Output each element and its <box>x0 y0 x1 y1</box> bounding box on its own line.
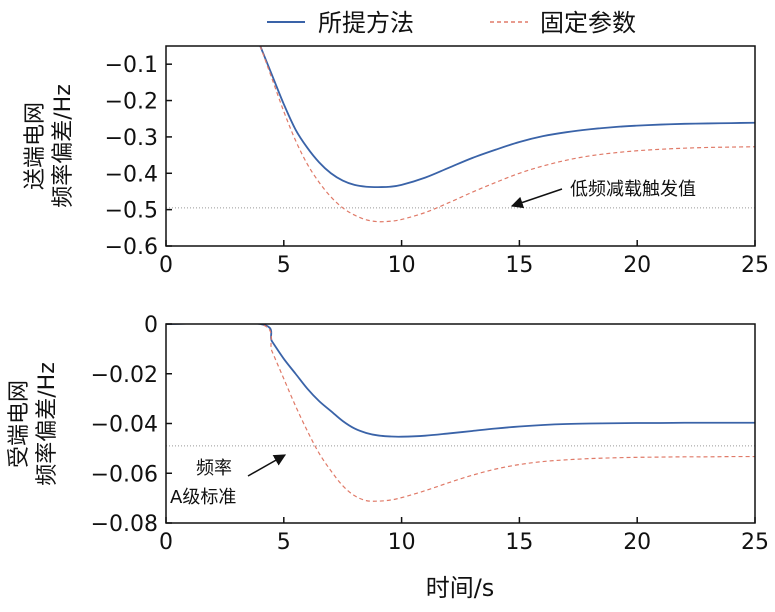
x-tick-label: 0 <box>159 253 173 278</box>
y-tick-label: −0.06 <box>91 462 158 487</box>
y-axis-label-line1: 受端电网 <box>7 380 32 468</box>
x-tick-label: 10 <box>388 530 416 555</box>
x-tick-label: 15 <box>505 530 533 555</box>
x-tick-label: 20 <box>623 253 651 278</box>
plot-frame <box>165 45 756 247</box>
y-tick-label: −0.08 <box>91 512 158 537</box>
series-line-proposed-method <box>259 46 755 188</box>
sending-end-chart: 0 5 10 15 20 25 −0.6 −0.5 −0.4 −0.3 −0.2 −0.1 送端电网… <box>23 45 769 278</box>
x-tick-label: 5 <box>277 253 291 278</box>
y-axis-label-line2: 频率偏差/Hz <box>51 84 76 208</box>
y-tick-label: −0.3 <box>105 126 158 151</box>
annotation-text-line1: 频率 <box>196 458 232 479</box>
x-axis-label: 时间/s <box>426 574 495 602</box>
y-tick-label: −0.5 <box>105 199 158 224</box>
legend: 所提方法 固定参数 <box>267 9 636 37</box>
x-tick-label: 20 <box>623 530 651 555</box>
x-tick-label: 5 <box>277 530 291 555</box>
series-line-proposed-method <box>166 324 755 438</box>
y-tick-label: −0.04 <box>91 413 158 438</box>
y-axis-label-line1: 送端电网 <box>23 102 48 190</box>
x-tick-label: 10 <box>388 253 416 278</box>
y-tick-label: 0 <box>144 313 158 338</box>
y-tick-label: −0.6 <box>105 235 158 260</box>
annotation-text-line2: A级标准 <box>170 487 236 508</box>
x-tick-label: 15 <box>505 253 533 278</box>
y-tick-label: −0.4 <box>105 162 158 187</box>
annotation-text: 低频减载触发值 <box>570 179 696 200</box>
y-tick-label: −0.1 <box>105 53 158 78</box>
x-tick-label: 25 <box>741 253 769 278</box>
receiving-end-chart: 0 5 10 15 20 25 −0.08 −0.06 −0.04 −0.02 0 受端电网 频率… <box>7 313 769 555</box>
annotation-arrow <box>247 454 287 477</box>
series-line-fixed-params <box>259 46 755 223</box>
x-tick-label: 25 <box>741 530 769 555</box>
legend-label-proposed: 所提方法 <box>318 9 414 37</box>
y-axis-label-line2: 频率偏差/Hz <box>35 362 60 486</box>
legend-label-fixed: 固定参数 <box>540 9 636 37</box>
y-tick-label: −0.2 <box>105 90 158 115</box>
series-line-fixed-params <box>166 324 755 502</box>
y-tick-label: −0.02 <box>91 363 158 388</box>
annotation-arrow <box>510 188 563 209</box>
x-tick-label: 0 <box>159 530 173 555</box>
